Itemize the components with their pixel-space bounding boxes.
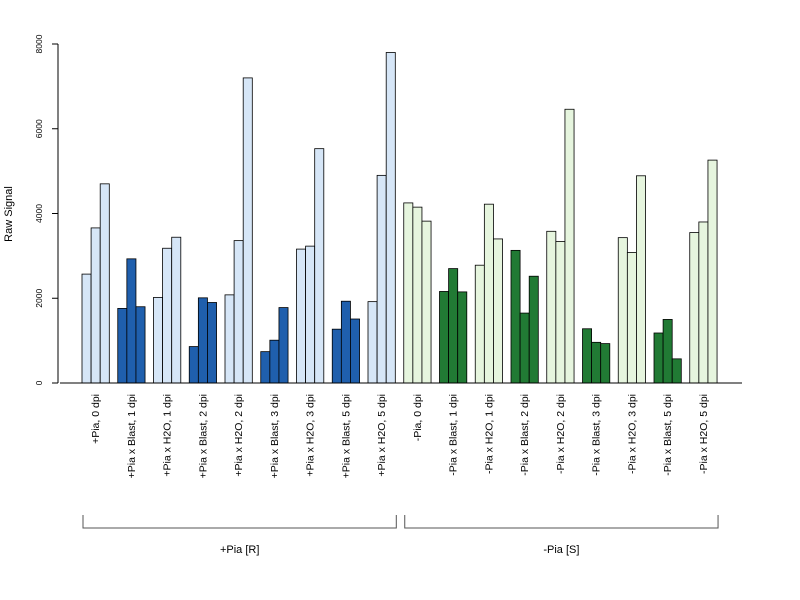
bar <box>81 273 92 384</box>
group-brackets: +Pia [R] -Pia [S] <box>82 515 719 556</box>
bar <box>350 318 360 384</box>
bar <box>555 241 566 384</box>
bar <box>698 221 709 384</box>
bar <box>90 227 101 384</box>
group-bracket <box>404 515 719 529</box>
x-tick-labels: +Pia, 0 dpi +Pia x Blast, 1 dpi +Pia x H2O… <box>90 394 710 478</box>
bar <box>385 52 396 384</box>
bar <box>493 238 503 384</box>
bar <box>519 312 530 384</box>
bar <box>188 346 199 384</box>
bar <box>314 148 325 384</box>
x-tick-label: +Pia x H2O, 3 dpi <box>305 394 317 477</box>
y-tick-label: 0 <box>34 380 44 385</box>
bar <box>653 332 664 384</box>
bar <box>331 328 342 384</box>
bar <box>510 249 521 384</box>
x-tick-label: -Pia x H2O, 3 dpi <box>626 394 638 474</box>
bar <box>197 297 208 384</box>
group-label: +Pia [R] <box>220 544 259 556</box>
y-tick-label: 2000 <box>34 289 44 308</box>
bar <box>457 291 468 384</box>
bar <box>671 358 682 384</box>
x-tick-label: +Pia x Blast, 2 dpi <box>197 394 209 478</box>
y-axis: 0 2000 4000 6000 8000 <box>34 34 59 385</box>
y-tick-label: 6000 <box>34 119 44 138</box>
x-tick-label: +Pia x H2O, 5 dpi <box>376 394 388 477</box>
x-tick-label: +Pia x Blast, 5 dpi <box>340 394 352 478</box>
bar <box>439 291 450 384</box>
bar <box>636 175 646 384</box>
x-tick-label: -Pia, 0 dpi <box>412 394 424 441</box>
bar <box>546 230 557 384</box>
bar <box>162 247 173 384</box>
x-tick-label: -Pia x H2O, 5 dpi <box>698 394 710 474</box>
bar <box>528 275 539 384</box>
bar <box>403 202 414 384</box>
x-tick-label: -Pia x Blast, 3 dpi <box>591 394 603 476</box>
x-tick-label: +Pia x H2O, 2 dpi <box>233 394 245 477</box>
bar <box>662 319 673 384</box>
bar <box>474 264 485 384</box>
bar <box>707 159 718 384</box>
bar <box>340 300 351 384</box>
bar <box>448 268 459 384</box>
bar <box>269 339 280 384</box>
bar <box>483 203 494 384</box>
x-tick-label: -Pia x Blast, 2 dpi <box>519 394 531 476</box>
group-label: -Pia [S] <box>543 544 579 556</box>
bar <box>278 307 289 384</box>
bar <box>207 302 217 384</box>
bar <box>689 232 700 384</box>
bar <box>135 306 146 384</box>
bar <box>626 252 637 384</box>
y-tick-label: 8000 <box>34 34 44 53</box>
bar <box>305 245 316 384</box>
bar <box>126 258 137 384</box>
bar <box>296 248 307 384</box>
x-tick-label: -Pia x H2O, 2 dpi <box>555 394 567 474</box>
x-tick-label: +Pia x Blast, 3 dpi <box>269 394 281 478</box>
bar <box>564 108 575 384</box>
bar <box>117 308 128 384</box>
bar <box>376 174 387 384</box>
bar <box>260 351 271 384</box>
x-tick-label: +Pia x Blast, 1 dpi <box>126 394 138 478</box>
bar <box>242 77 253 384</box>
bar <box>591 341 602 384</box>
bar <box>224 294 235 384</box>
group-bracket <box>82 515 397 529</box>
x-tick-label: -Pia x Blast, 1 dpi <box>448 394 460 476</box>
bar <box>99 183 110 384</box>
bar <box>412 206 423 384</box>
bar <box>582 328 593 384</box>
bar <box>617 237 628 384</box>
y-tick-label: 4000 <box>34 204 44 223</box>
bar <box>600 343 611 384</box>
x-tick-label: -Pia x Blast, 5 dpi <box>662 394 674 476</box>
bar <box>153 296 164 384</box>
bar <box>233 240 244 384</box>
bar <box>367 301 378 384</box>
bars <box>81 52 718 384</box>
x-tick-label: +Pia x H2O, 1 dpi <box>162 394 174 477</box>
bar <box>171 236 182 384</box>
bar <box>421 220 432 384</box>
y-axis-label: Raw Signal <box>3 186 15 242</box>
x-tick-label: -Pia x H2O, 1 dpi <box>483 394 495 474</box>
x-tick-label: +Pia, 0 dpi <box>90 394 102 444</box>
